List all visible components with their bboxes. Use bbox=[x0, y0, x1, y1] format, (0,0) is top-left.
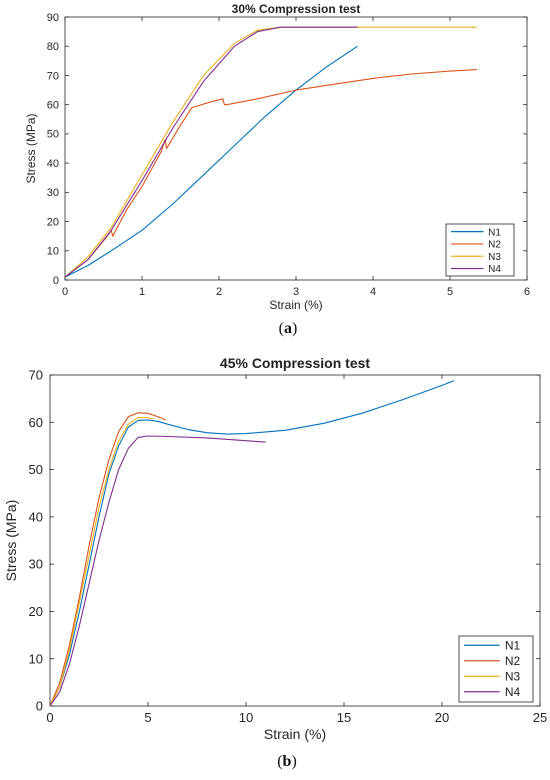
chart-title: 30% Compression test bbox=[232, 2, 361, 16]
y-tick-label: 40 bbox=[47, 158, 59, 170]
y-tick-label: 90 bbox=[47, 12, 59, 24]
y-tick-label: 10 bbox=[47, 246, 59, 258]
x-tick-label: 5 bbox=[144, 710, 151, 725]
y-axis-label: Stress (MPa) bbox=[3, 500, 19, 582]
series-line-n4 bbox=[64, 26, 358, 278]
y-tick-label: 0 bbox=[53, 275, 59, 287]
legend-label-n3: N3 bbox=[488, 252, 501, 263]
y-tick-label: 20 bbox=[29, 604, 43, 619]
y-tick-label: 50 bbox=[29, 462, 43, 477]
x-tick-label: 20 bbox=[435, 710, 449, 725]
x-tick-label: 6 bbox=[524, 286, 530, 298]
legend-label-n4: N4 bbox=[505, 685, 521, 699]
y-tick-label: 40 bbox=[29, 509, 43, 524]
legend-label-n3: N3 bbox=[505, 670, 521, 684]
y-tick-label: 70 bbox=[47, 70, 59, 82]
y-tick-label: 80 bbox=[47, 41, 59, 53]
plot-area bbox=[49, 374, 541, 707]
series-line-n4 bbox=[49, 435, 266, 707]
x-tick-label: 1 bbox=[139, 286, 145, 298]
x-tick-label: 3 bbox=[293, 286, 299, 298]
y-tick-label: 50 bbox=[47, 129, 59, 141]
chart-b: 45% Compression test 0 5 10 15 20 25 0 10 20 30 40 5… bbox=[3, 355, 547, 770]
series-line-n1 bbox=[49, 380, 455, 707]
x-tick-label: 0 bbox=[46, 710, 53, 725]
x-axis-label: Strain (%) bbox=[264, 726, 326, 742]
chart-title: 45% Compression test bbox=[220, 355, 370, 371]
x-tick-label: 0 bbox=[62, 286, 68, 298]
x-tick-label: 5 bbox=[447, 286, 453, 298]
legend-label-n4: N4 bbox=[488, 264, 501, 275]
y-tick-label: 20 bbox=[47, 216, 59, 228]
series-line-n3 bbox=[64, 26, 477, 278]
x-tick-label: 4 bbox=[370, 286, 376, 298]
legend-label-n1: N1 bbox=[488, 227, 501, 238]
y-tick-label: 30 bbox=[29, 557, 43, 572]
y-tick-label: 70 bbox=[29, 368, 43, 383]
x-tick-label: 25 bbox=[533, 710, 547, 725]
figure-caption: (b) bbox=[277, 753, 297, 770]
series-line-n1 bbox=[64, 45, 358, 278]
y-axis-label: Stress (MPa) bbox=[24, 113, 38, 183]
x-tick-label: 2 bbox=[216, 286, 222, 298]
legend-label-n2: N2 bbox=[505, 654, 521, 668]
y-tick-label: 10 bbox=[29, 651, 43, 666]
x-axis-label: Strain (%) bbox=[269, 298, 322, 312]
figure-caption: (a) bbox=[279, 320, 298, 337]
legend-box bbox=[445, 223, 515, 277]
series-line-n2 bbox=[64, 69, 477, 278]
x-tick-label: 15 bbox=[337, 710, 351, 725]
x-tick-label: 10 bbox=[239, 710, 253, 725]
legend-box bbox=[458, 635, 534, 703]
legend-label-n2: N2 bbox=[488, 240, 501, 251]
series-line-n3 bbox=[49, 417, 155, 707]
legend-label-n1: N1 bbox=[505, 639, 521, 653]
y-tick-label: 30 bbox=[47, 187, 59, 199]
y-tick-label: 60 bbox=[47, 100, 59, 112]
series-line-n2 bbox=[49, 412, 166, 707]
y-tick-label: 0 bbox=[36, 699, 43, 714]
y-tick-label: 60 bbox=[29, 415, 43, 430]
